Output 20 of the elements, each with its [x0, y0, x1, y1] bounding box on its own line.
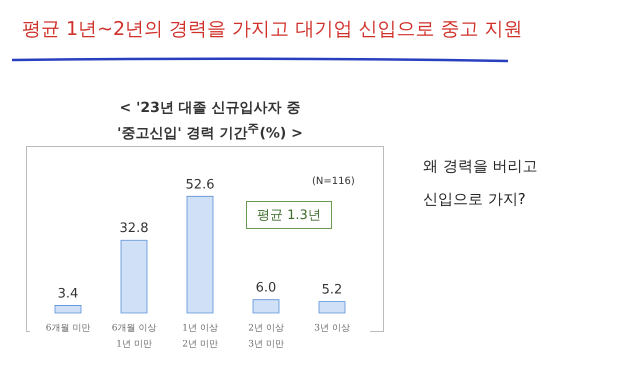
- data-label: 52.6: [186, 177, 214, 192]
- chart-title: 평균 1년~2년의 경력을 가지고 대기업 신입으로 중고 지원: [22, 17, 522, 42]
- data-label: 6.0: [256, 280, 276, 296]
- x-tick-label: 6개월 미만: [46, 324, 90, 334]
- x-tick-label: 2년 이상 3년 미만: [248, 324, 284, 350]
- bar: [54, 305, 82, 314]
- bar: [318, 301, 346, 314]
- data-label: 5.2: [322, 282, 342, 298]
- data-label: 32.8: [120, 221, 148, 236]
- bar: [120, 240, 148, 314]
- bar: [252, 299, 280, 314]
- x-tick-label: 1년 이상 2년 미만: [182, 324, 218, 350]
- data-label: 3.4: [58, 286, 78, 302]
- bar: [186, 196, 214, 314]
- text: 왜 경력을 버리고 신입으로 가지?: [423, 156, 538, 210]
- annotation: 평균 1.3년: [246, 201, 332, 229]
- text: (N=116): [312, 176, 355, 187]
- chart-subtitle: < '23년 대졸 신규입사자 중 '중고신입' 경력 기간$^{주}$(%) >: [116, 99, 304, 144]
- x-tick-label: 6개월 이상 1년 미만: [112, 324, 156, 350]
- x-tick-label: 3년 이상: [314, 324, 350, 334]
